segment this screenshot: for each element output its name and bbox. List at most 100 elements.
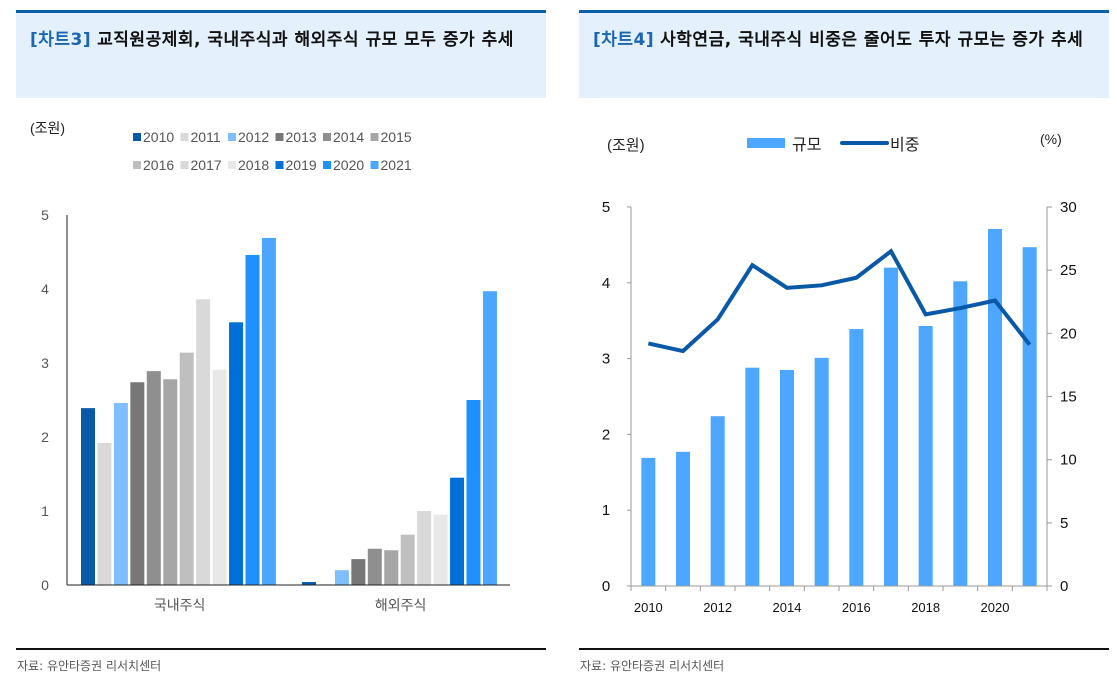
legend-swatch-2013 [275,133,284,141]
legend-label-2016: 2016 [143,157,174,173]
bar-2011-국내주식 [97,442,112,585]
chart4-title: [차트4] 사학연금, 국내주식 비중은 줄어도 투자 규모는 증가 추세 [593,22,1095,59]
y-tick-label-right: 10 [1060,452,1077,469]
bar-2015-해외주식 [384,550,399,585]
legend-label-2021: 2021 [381,157,412,173]
bar-2016-해외주식 [400,534,415,585]
y-tick-label: 4 [41,281,49,297]
chart4-source: 자료: 유안타증권 리서치센터 [580,659,725,673]
y-tick-label-left: 0 [602,578,610,595]
legend-swatch-2011 [180,133,189,141]
bar-2016 [849,329,864,586]
chart4-header: [차트4] 사학연금, 국내주식 비중은 줄어도 투자 규모는 증가 추세 [579,10,1109,98]
chart4-ylabel-left: (조원) [607,137,645,154]
y-tick-label: 1 [41,503,49,519]
chart3-title: [차트3] 교직원공제회, 국내주식과 해외주식 규모 모두 증가 추세 [30,22,532,59]
legend-swatch-2021 [370,161,379,169]
chart4-panel: [차트4] 사학연금, 국내주식 비중은 줄어도 투자 규모는 증가 추세 [579,10,1109,98]
bar-2014 [780,369,794,586]
y-tick-label-right: 20 [1060,325,1077,342]
bar-2019-해외주식 [450,477,465,585]
bar-2017 [884,267,898,586]
legend-label-2017: 2017 [191,157,222,173]
bar-2012-국내주식 [113,402,128,585]
y-tick-label-right: 5 [1060,515,1068,532]
y-tick-label-right: 0 [1060,578,1068,595]
bar-2010 [641,457,656,586]
legend-swatch-2012 [228,133,236,141]
chart4-footer-divider [579,648,1109,650]
legend-swatch-2014 [323,133,331,141]
chart3-tag: [차트3] [30,30,92,50]
legend-swatch-2015 [370,133,379,141]
bar-2014-국내주식 [146,371,161,585]
y-tick-label-right: 30 [1060,199,1077,216]
legend-swatch-2017 [180,161,189,169]
x-category-label: 해외주식 [375,597,427,613]
bar-2013-해외주식 [351,559,366,585]
chart3-panel: [차트3] 교직원공제회, 국내주식과 해외주식 규모 모두 증가 추세 [16,10,546,98]
chart3-footer-divider [16,648,546,650]
bar-2016-국내주식 [179,352,194,585]
y-tick-label-left: 1 [602,502,610,519]
legend-label-2019: 2019 [286,157,317,173]
legend-swatch-2018 [228,161,236,169]
bar-2017-국내주식 [196,299,211,585]
bar-2020 [988,228,1002,586]
bar-2019 [953,281,968,586]
x-tick-label: 2016 [842,600,871,615]
legend-label-2015: 2015 [381,129,412,145]
bar-2020-해외주식 [466,400,481,585]
bar-2021-국내주식 [261,237,276,585]
legend-label-2013: 2013 [286,129,317,145]
y-tick-label-left: 5 [602,199,610,216]
y-tick-label-left: 3 [602,351,610,368]
bar-2021-해외주식 [482,291,497,585]
bar-2018-해외주식 [433,514,448,585]
bar-2011 [676,451,690,586]
bar-2014-해외주식 [367,548,382,585]
y-tick-label: 3 [41,355,49,371]
y-tick-label: 0 [41,577,49,593]
legend-swatch-규모 [747,138,785,148]
x-tick-label: 2014 [773,600,802,615]
bar-2012 [710,416,725,586]
chart3-ylabel: (조원) [30,120,65,136]
chart4-title-text: 사학연금, 국내주식 비중은 줄어도 투자 규모는 증가 추세 [660,30,1084,50]
legend-label-2020: 2020 [333,157,364,173]
chart3-header: [차트3] 교직원공제회, 국내주식과 해외주식 규모 모두 증가 추세 [16,10,546,98]
legend-label-2014: 2014 [333,129,364,145]
bar-2018 [918,326,933,586]
bar-2012-해외주식 [334,570,349,585]
legend-label-2018: 2018 [238,157,269,173]
y-tick-label: 5 [41,207,49,223]
legend-label-2010: 2010 [143,129,174,145]
legend-label-비중: 비중 [890,136,919,154]
x-tick-label: 2020 [981,600,1010,615]
bar-2021 [1022,247,1037,586]
bar-2010-해외주식 [302,582,316,585]
chart4-ylabel-right: (%) [1040,131,1062,147]
bar-2019-국내주식 [229,322,244,585]
bar-2017-해외주식 [417,511,432,585]
bar-2013-국내주식 [130,382,145,585]
line-비중 [647,248,1032,354]
legend-swatch-2010 [133,133,141,141]
bar-2018-국내주식 [212,369,227,585]
bar-2015 [814,357,829,586]
x-tick-label: 2018 [911,600,940,615]
bar-2013 [745,367,760,586]
y-tick-label-left: 2 [602,426,610,443]
bar-2010-국내주식 [81,408,95,585]
bar-2015-국내주식 [163,379,178,585]
y-tick-label-right: 25 [1060,262,1077,279]
y-tick-label-left: 4 [602,275,610,292]
legend-label-2011: 2011 [191,129,221,145]
chart3-source: 자료: 유안타증권 리서치센터 [17,659,162,673]
legend-swatch-2020 [323,161,331,169]
legend-swatch-2019 [275,161,284,169]
y-tick-label: 2 [41,429,49,445]
y-tick-label-right: 15 [1060,389,1077,406]
